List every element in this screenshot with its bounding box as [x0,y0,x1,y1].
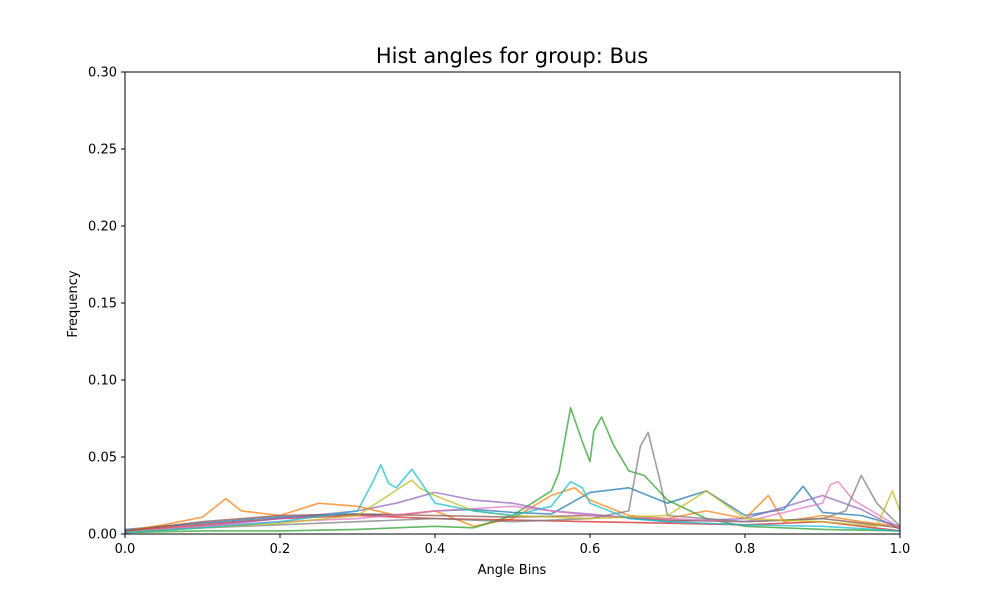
series-line-5 [124,491,901,534]
series-line-3 [124,406,901,534]
axes-layer: 0.0 0.2 0.4 0.6 0.8 1.0 0.00 0.05 0.10 0.15 0.20 0.… [88,66,910,558]
y-tick-label: 0.20 [88,220,117,235]
series-layer [124,406,901,534]
series-line-8 [124,431,901,534]
y-tick-label: 0.10 [88,374,117,389]
y-tick-label: 0.30 [88,66,117,81]
y-tick-label: 0.00 [88,528,117,543]
chart-title: Hist angles for group: Bus [376,44,648,68]
y-axis-label: Frequency [66,270,81,337]
series-line-1 [124,485,901,531]
x-tick-label: 1.0 [890,542,911,557]
y-tick-label: 0.25 [88,143,117,158]
x-tick-label: 0.8 [735,542,756,557]
x-tick-label: 0.6 [580,542,601,557]
y-tick-label: 0.15 [88,297,117,312]
x-tick-label: 0.4 [425,542,446,557]
y-tick-label: 0.05 [88,451,117,466]
x-tick-label: 0.0 [115,542,136,557]
x-tick-label: 0.2 [270,542,291,557]
series-line-10 [124,463,901,534]
x-axis-label: Angle Bins [478,563,547,578]
